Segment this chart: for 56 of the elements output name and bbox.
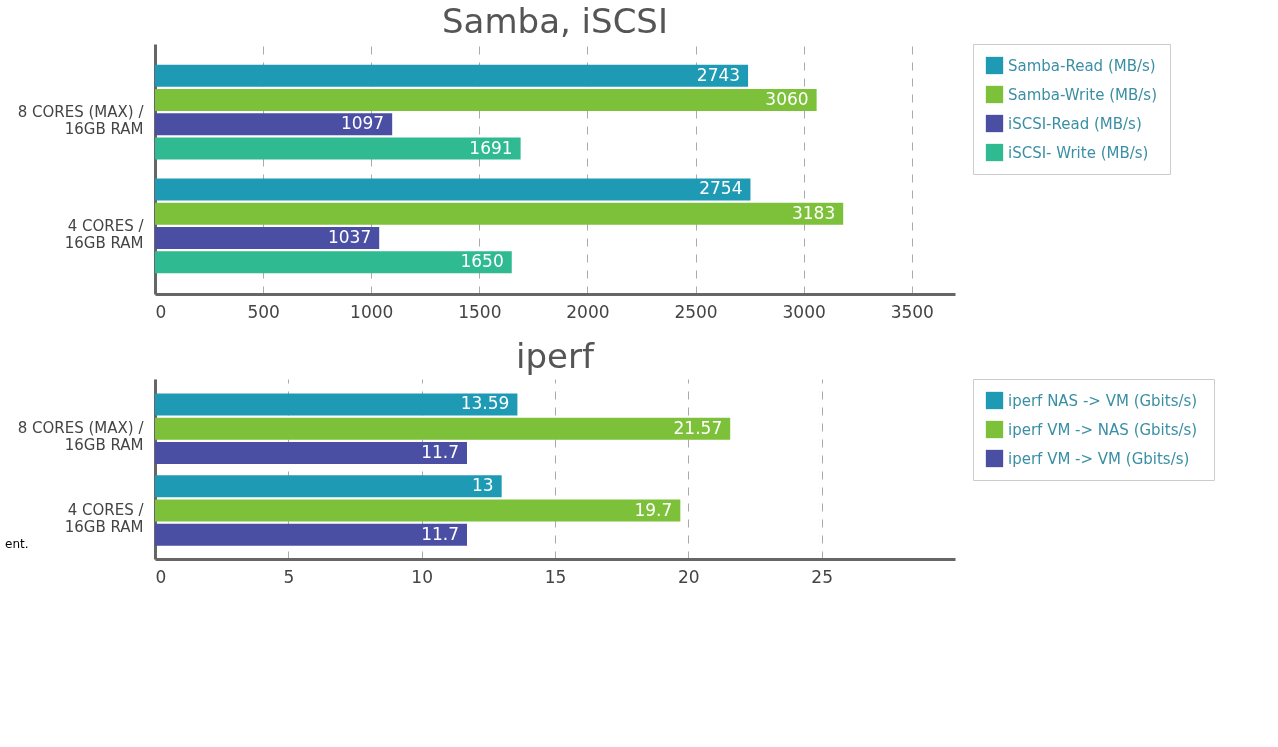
y-tick-label: 8 CORES (MAX) / 16GB RAM <box>17 103 145 139</box>
data-label: 1037 <box>327 226 372 247</box>
chart-title: iperf <box>516 335 595 376</box>
y-tick-label: 8 CORES (MAX) / 16GB RAM <box>17 419 145 455</box>
x-tick-label: 10 <box>411 566 433 587</box>
y-tick-label: 4 CORES / 16GB RAM <box>64 216 145 252</box>
x-tick-label: 15 <box>544 566 567 587</box>
x-tick-label: 3000 <box>782 301 826 322</box>
data-label: 2754 <box>699 178 743 199</box>
bar <box>155 499 681 522</box>
data-label: 1691 <box>469 137 513 158</box>
data-label: 13.59 <box>460 393 510 414</box>
bar <box>155 137 521 160</box>
bar <box>155 178 751 201</box>
data-label: 1097 <box>340 113 385 134</box>
legend-label: iSCSI- Write (MB/s) <box>1008 143 1149 162</box>
data-label: 2743 <box>696 64 741 85</box>
data-label: 1650 <box>460 251 504 272</box>
x-tick-label: 5 <box>283 566 295 587</box>
legend-label: Samba-Read (MB/s) <box>1008 56 1156 75</box>
x-tick-label: 3500 <box>890 301 934 322</box>
bar <box>155 393 518 416</box>
bar <box>155 417 731 440</box>
legend-label: Samba-Write (MB/s) <box>1008 85 1158 104</box>
bar <box>155 202 844 225</box>
text: iperf NAS -> VM (Gbits/s) <box>1008 391 1198 410</box>
bar <box>155 523 467 546</box>
x-tick-label: 1000 <box>350 301 394 322</box>
text: ent. <box>5 537 29 551</box>
legend-label: iperf VM -> NAS (Gbits/s) <box>1008 420 1198 439</box>
x-tick-label: 20 <box>678 566 700 587</box>
data-label: 19.7 <box>634 499 673 520</box>
bar <box>155 64 749 87</box>
chart-title: Samba, iSCSI <box>442 0 668 41</box>
bar <box>155 89 817 112</box>
bar <box>155 113 393 136</box>
x-tick-label: 1500 <box>458 301 502 322</box>
x-tick-label: 25 <box>811 566 833 587</box>
bar <box>155 226 380 249</box>
data-label: 3060 <box>765 89 809 110</box>
x-tick-label: 2000 <box>566 301 610 322</box>
bar <box>155 251 512 274</box>
x-tick-label: 2500 <box>674 301 718 322</box>
data-label: 3183 <box>791 202 836 223</box>
x-tick-label: 0 <box>155 301 167 322</box>
legend-label: iSCSI-Read (MB/s) <box>1008 114 1142 133</box>
data-label: 21.57 <box>673 417 723 438</box>
data-label: 13 <box>472 475 494 496</box>
data-label: 11.7 <box>421 523 459 544</box>
y-tick-label: 4 CORES / 16GB RAM <box>64 500 145 536</box>
x-tick-label: 0 <box>155 566 167 587</box>
legend-label: iperf VM -> VM (Gbits/s) <box>1008 449 1190 468</box>
data-label: 11.7 <box>421 441 459 462</box>
bar <box>155 475 502 498</box>
bar <box>155 441 467 464</box>
x-tick-label: 500 <box>247 301 280 322</box>
